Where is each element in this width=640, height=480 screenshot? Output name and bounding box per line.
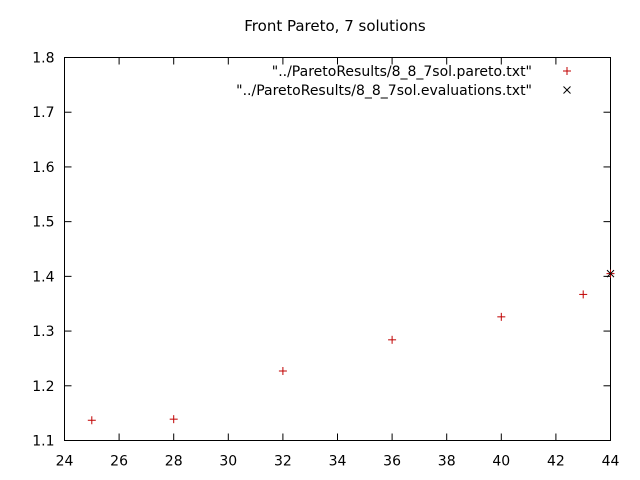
x-tick-label: 40 (492, 454, 510, 470)
y-tick-label: 1.7 (32, 105, 54, 121)
chart-title: Front Pareto, 7 solutions (244, 17, 426, 35)
legend: "../ParetoResults/8_8_7sol.pareto.txt" ".… (236, 64, 571, 99)
data-point-pareto (87, 416, 96, 425)
data-point-pareto (497, 312, 506, 321)
y-tick-label: 1.2 (32, 379, 54, 395)
legend-marker-cross (563, 86, 571, 94)
legend-marker-plus (563, 67, 571, 75)
y-axis: 1.1 1.2 1.3 1.4 1.5 1.6 1.7 1.8 (32, 51, 611, 450)
x-tick-label: 42 (547, 454, 565, 470)
x-tick-label: 44 (602, 454, 620, 470)
plot-area-frame (64, 57, 611, 441)
data-point-pareto (579, 290, 588, 299)
x-tick-label: 32 (274, 454, 292, 470)
data-point-pareto (169, 415, 178, 424)
y-tick-label: 1.5 (32, 215, 54, 231)
x-tick-label: 30 (219, 454, 237, 470)
x-tick-label: 28 (165, 454, 183, 470)
data-point-pareto (278, 367, 287, 376)
x-tick-label: 26 (110, 454, 128, 470)
y-tick-label: 1.1 (32, 434, 54, 450)
x-tick-label: 34 (329, 454, 347, 470)
data-points (87, 269, 615, 425)
x-tick-label: 24 (56, 454, 74, 470)
y-tick-label: 1.8 (32, 51, 54, 67)
legend-label: "../ParetoResults/8_8_7sol.pareto.txt" (272, 64, 532, 80)
x-tick-label: 36 (383, 454, 401, 470)
y-tick-label: 1.6 (32, 160, 54, 176)
legend-label: "../ParetoResults/8_8_7sol.evaluations.t… (236, 83, 532, 99)
y-tick-label: 1.3 (32, 324, 54, 340)
data-point-evaluation (606, 269, 615, 278)
y-tick-label: 1.4 (32, 269, 54, 285)
data-point-pareto (388, 335, 397, 344)
x-tick-label: 38 (438, 454, 456, 470)
x-axis: 24 26 28 30 32 34 36 38 40 42 44 (56, 57, 620, 470)
